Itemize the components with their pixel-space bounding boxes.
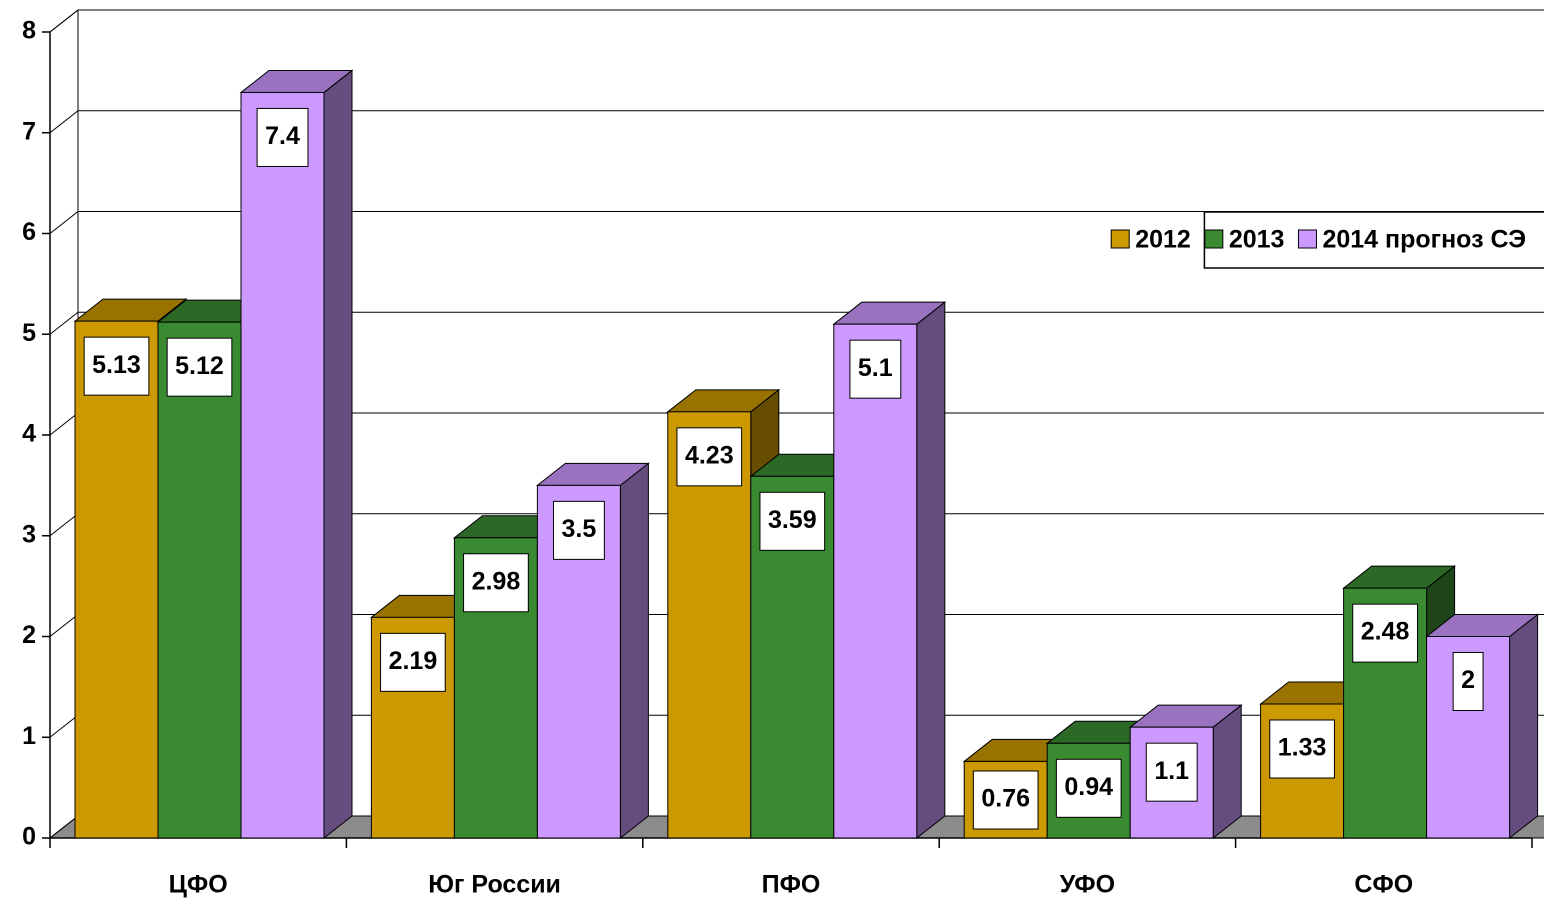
bar-side [619,462,649,840]
bar-front [833,323,918,839]
value-label-box [759,491,826,551]
value-label-box [1269,719,1335,779]
value-label: 5.1 [858,354,893,382]
grid-diagonal [49,110,79,134]
x-tick-label: СФО [1354,871,1413,899]
y-tick-label: 8 [22,17,36,45]
value-label-box [256,107,309,167]
value-label: 2.98 [472,567,521,595]
x-tick-label: ЦФО [169,871,228,899]
grid-diagonal [49,513,79,537]
y-tick-label: 6 [22,218,36,246]
legend-label: 2013 [1229,226,1285,254]
grid-diagonal [49,412,79,436]
bar [239,69,354,840]
bar-side [1509,613,1539,840]
value-label-box [380,632,446,692]
bar-front [157,321,242,839]
value-label: 7.4 [265,122,300,150]
y-tick-label: 4 [22,420,36,448]
value-label-box [1055,758,1122,818]
value-label: 3.5 [562,515,597,543]
value-label-box [463,553,529,613]
bar-side [323,69,353,840]
y-tick-label: 7 [22,117,36,145]
value-label: 1.33 [1278,734,1327,762]
legend-swatch [1110,229,1130,249]
x-tick-label: Юг России [428,871,561,899]
value-label: 3.59 [768,506,817,534]
y-tick-label: 5 [22,319,36,347]
legend-label: 2012 [1135,226,1191,254]
grid-diagonal [49,311,79,335]
y-tick-label: 1 [22,722,36,750]
bar-front [240,91,325,839]
x-tick-label: УФО [1060,871,1115,899]
bar-side [916,301,946,840]
value-label-box [166,337,233,397]
grid-diagonal [49,714,79,738]
value-label: 2.48 [1361,618,1410,646]
bar [1425,613,1540,840]
bar-front [74,320,159,839]
bar-side [1212,704,1242,840]
value-label-box [1145,742,1198,802]
value-label-box [676,427,743,487]
value-label: 5.13 [92,351,141,379]
value-label: 0.76 [981,785,1030,813]
bar [832,301,947,840]
value-label-box [972,770,1039,830]
value-label-box [553,500,605,560]
legend-label: 2014 прогноз СЭ [1322,226,1526,254]
legend: 2012 2013 2014 прогноз СЭ [1110,211,1544,269]
grid-diagonal [49,9,79,33]
value-label: 4.23 [685,441,734,469]
grid-diagonal [49,211,79,234]
x-tick-label: ПФО [762,871,821,899]
legend-swatch [1297,229,1317,249]
value-label: 5.12 [175,352,224,380]
value-label: 2.19 [389,647,438,675]
y-tick-label: 2 [22,621,36,649]
y-tick-label: 0 [22,823,36,851]
legend-box [1203,211,1544,269]
legend-swatch [1204,229,1224,249]
y-tick-label: 3 [22,520,36,548]
value-label: 1.1 [1154,757,1189,785]
value-label: 0.94 [1064,773,1113,801]
value-label-box [1452,652,1484,711]
value-label-box [83,336,150,396]
grid-diagonal [49,815,79,839]
value-label: 2 [1461,666,1475,694]
value-label-box [1352,603,1419,663]
grid-diagonal [49,614,79,637]
value-label-box [849,339,902,399]
